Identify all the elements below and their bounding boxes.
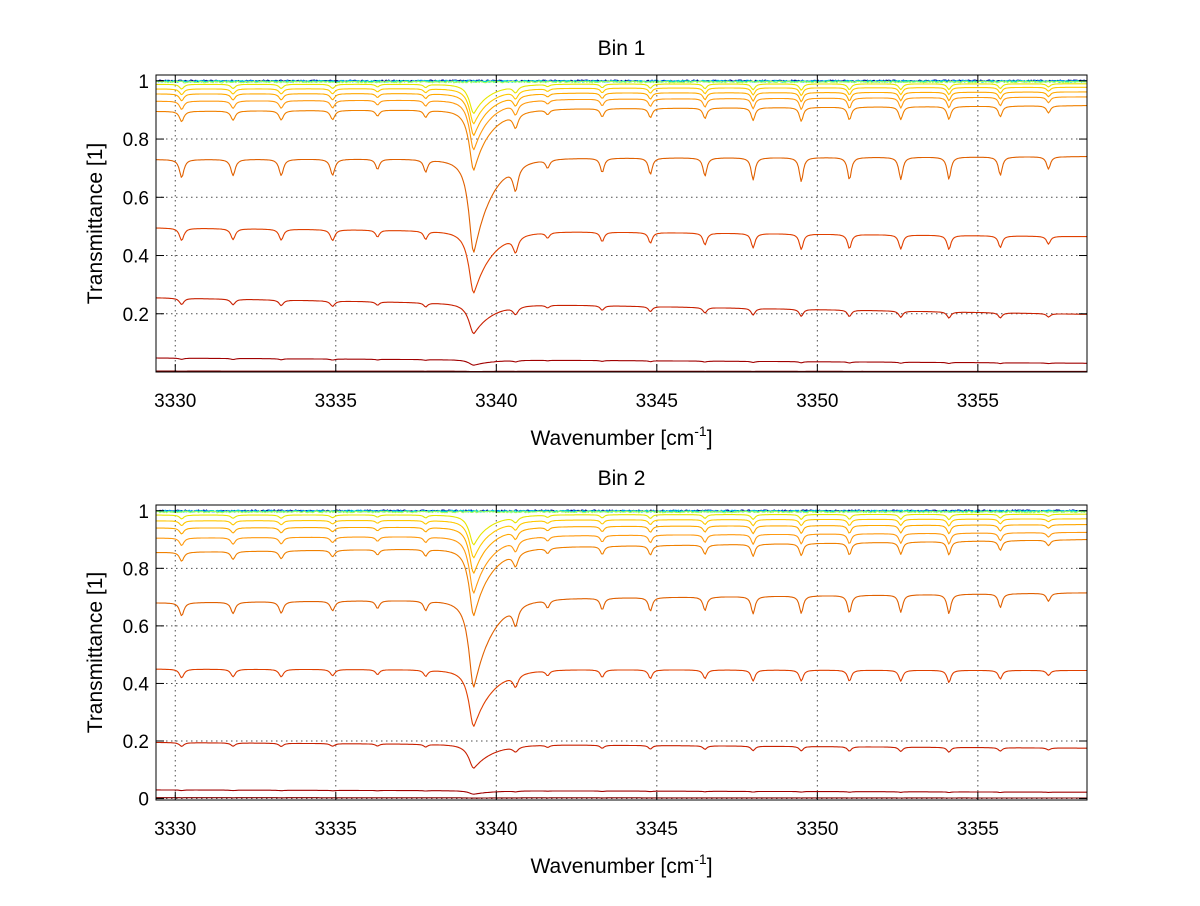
x-tick-label: 3340	[475, 391, 517, 412]
y-tick-label: 0.2	[123, 732, 149, 753]
y-tick-label: 0	[138, 790, 149, 811]
y-tick-label: 0.8	[123, 559, 149, 580]
chart-title: Bin 1	[598, 37, 646, 60]
ticks: 3330 3335 3340 3345 3350 3355 0 0.2 0.4 0.6 0.8 1	[123, 502, 1087, 840]
series-line	[156, 157, 1087, 253]
series-group	[156, 510, 1087, 798]
plot-panel-bin-1: 3330 3335 3340 3345 3350 3355 0.2 0.4 0.6 0.8 1 Bin…	[84, 37, 1087, 450]
x-tick-label: 3335	[315, 819, 357, 840]
y-axis-label: Transmittance [1]	[84, 143, 107, 304]
series-group	[156, 80, 1087, 372]
axes-frame	[156, 75, 1087, 372]
x-tick-label: 3330	[154, 391, 196, 412]
series-line	[156, 593, 1087, 687]
x-tick-label: 3345	[636, 819, 678, 840]
series-line	[156, 790, 1087, 794]
x-tick-label: 3345	[636, 391, 678, 412]
series-line	[156, 97, 1087, 150]
series-line	[156, 298, 1087, 334]
series-line	[156, 540, 1087, 616]
x-tick-label: 3350	[796, 819, 838, 840]
series-line	[156, 358, 1087, 365]
x-tick-label: 3340	[475, 819, 517, 840]
x-axis-label: Wavenumber [cm-1]	[530, 423, 712, 450]
x-tick-label: 3350	[796, 391, 838, 412]
y-tick-label: 0.6	[123, 188, 149, 209]
y-tick-label: 0.4	[123, 674, 150, 695]
series-line	[156, 743, 1087, 769]
x-tick-label: 3355	[957, 391, 999, 412]
series-line	[156, 532, 1087, 593]
y-tick-label: 1	[138, 72, 149, 93]
series-line	[156, 669, 1087, 726]
series-line	[156, 106, 1087, 171]
y-tick-label: 0.8	[123, 130, 149, 151]
y-tick-label: 0.6	[123, 617, 149, 638]
x-tick-label: 3355	[957, 819, 999, 840]
chart-title: Bin 2	[598, 467, 646, 490]
x-tick-label: 3330	[154, 819, 196, 840]
y-tick-label: 0.2	[123, 305, 149, 326]
y-tick-label: 1	[138, 502, 149, 523]
x-tick-label: 3335	[315, 391, 357, 412]
series-line	[156, 228, 1087, 293]
x-axis-label: Wavenumber [cm-1]	[530, 851, 712, 878]
plot-panel-bin-2: 3330 3335 3340 3345 3350 3355 0 0.2 0.4 0.6 0.8 1 Bi…	[84, 467, 1087, 878]
y-tick-label: 0.4	[123, 247, 150, 268]
grid	[156, 75, 1087, 372]
y-axis-label: Transmittance [1]	[84, 572, 107, 733]
